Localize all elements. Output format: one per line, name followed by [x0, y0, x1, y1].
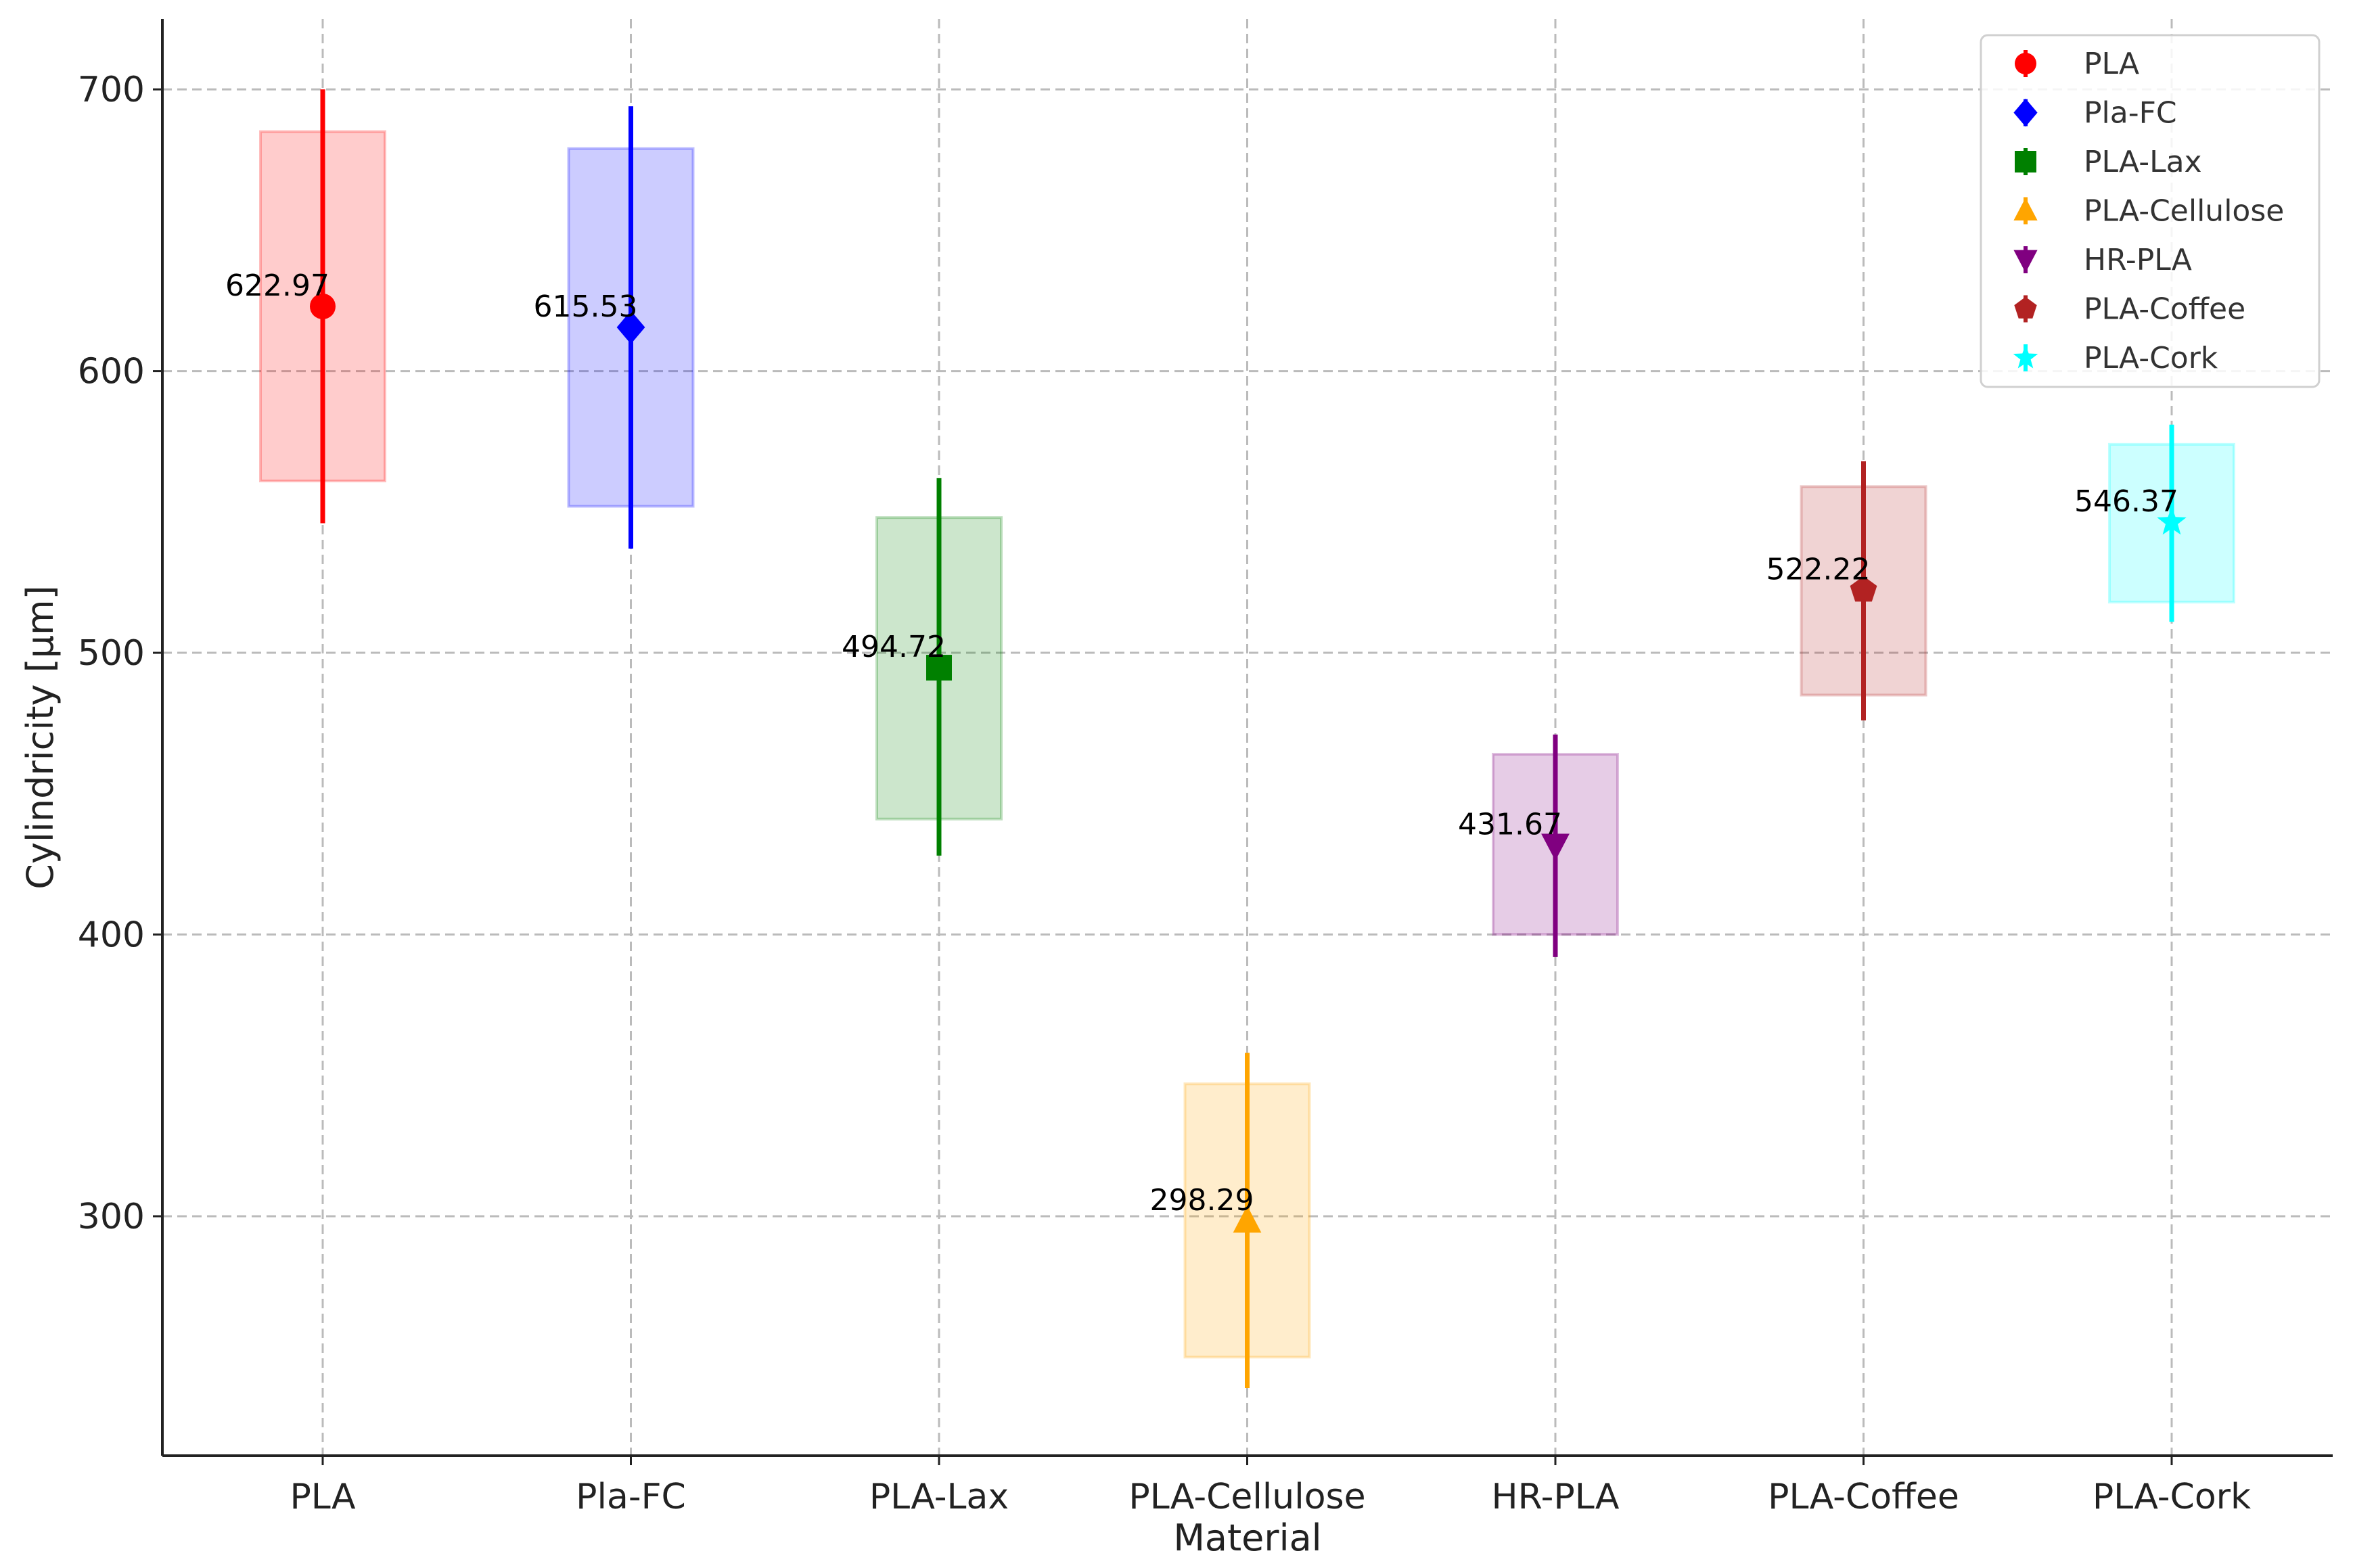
mean-marker-pla-coffee	[1850, 576, 1877, 602]
legend-marker-pla-cellulose	[2013, 198, 2038, 221]
legend-marker-pla-cork	[2013, 344, 2038, 369]
data-label-pla-cellulose: 298.29	[1150, 1183, 1254, 1218]
legend-label-hr-pla: HR-PLA	[2084, 243, 2192, 277]
x-tick-label-PLA-Coffee: PLA-Coffee	[1768, 1477, 1959, 1517]
data-labels: 622.97 615.53 494.72 298.29 431.67 522.22 546.…	[225, 269, 2178, 1218]
mean-marker-pla-cork	[2157, 507, 2187, 535]
legend-marker-pla	[2015, 53, 2036, 74]
y-tick-label-300: 300	[78, 1197, 145, 1237]
legend-label-pla-lax: PLA-Lax	[2084, 145, 2202, 179]
data-label-pla: 622.97	[225, 269, 329, 303]
legend-label-pla-cork: PLA-Cork	[2084, 341, 2218, 375]
legend-marker-pla-coffee	[2014, 296, 2037, 319]
x-axis-title: Material	[1173, 1517, 1321, 1559]
x-tick-label-PLA-Cork: PLA-Cork	[2093, 1477, 2251, 1517]
data-label-pla-coffee: 522.22	[1766, 553, 1871, 587]
data-label-pla-cork: 546.37	[2074, 484, 2178, 519]
y-axis-title: Cylindricity [µm]	[19, 585, 62, 889]
legend-marker-pla-lax	[2015, 151, 2036, 172]
axes: 300 400 500 600 700 PLA Pla-FC PLA-Lax PLA-Cellu…	[78, 19, 2333, 1517]
y-tick-label-500: 500	[78, 633, 145, 674]
x-tick-label-PLA-Cellulose: PLA-Cellulose	[1128, 1477, 1365, 1517]
y-tick-label-600: 600	[78, 352, 145, 392]
legend-marker-hr-pla	[2013, 250, 2038, 273]
data-label-pla-fc: 615.53	[534, 290, 638, 324]
x-tick-label-Pla-FC: Pla-FC	[576, 1477, 686, 1517]
mean-marker-pla-lax	[926, 655, 952, 681]
mean-marker-pla	[310, 293, 336, 319]
legend-label-pla-coffee: PLA-Coffee	[2084, 292, 2245, 327]
mean-markers	[310, 293, 2187, 1233]
mean-marker-pla-fc	[616, 310, 645, 344]
legend: PLA Pla-FC PLA-Lax PLA-Cellulose HR-PLA PLA-C…	[1980, 34, 2321, 388]
legend-label-pla-fc: Pla-FC	[2084, 96, 2177, 131]
y-tick-label-400: 400	[78, 915, 145, 956]
x-tick-label-PLA: PLA	[290, 1477, 356, 1517]
data-label-pla-lax: 494.72	[842, 630, 946, 664]
y-tick-label-700: 700	[78, 70, 145, 110]
legend-label-pla-cellulose: PLA-Cellulose	[2084, 194, 2284, 229]
x-tick-label-HR-PLA: HR-PLA	[1492, 1477, 1620, 1517]
mean-marker-hr-pla	[1541, 833, 1570, 861]
data-label-hr-pla: 431.67	[1458, 808, 1562, 842]
legend-marker-pla-fc	[2013, 98, 2038, 127]
legend-label-pla: PLA	[2084, 47, 2139, 81]
legend-frame	[1980, 34, 2321, 388]
x-tick-label-PLA-Lax: PLA-Lax	[869, 1477, 1009, 1517]
mean-marker-pla-cellulose	[1233, 1205, 1262, 1233]
